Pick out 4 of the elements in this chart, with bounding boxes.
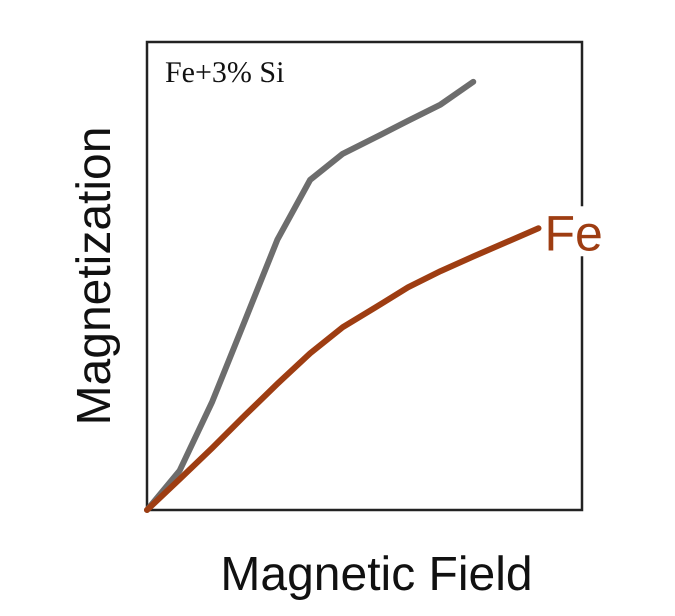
series-label: Fe [544,205,603,262]
text: Fe+3% Si [165,56,284,89]
x-axis-title: Magnetic Field [220,548,533,601]
y-axis-title: Magnetization [68,126,121,426]
